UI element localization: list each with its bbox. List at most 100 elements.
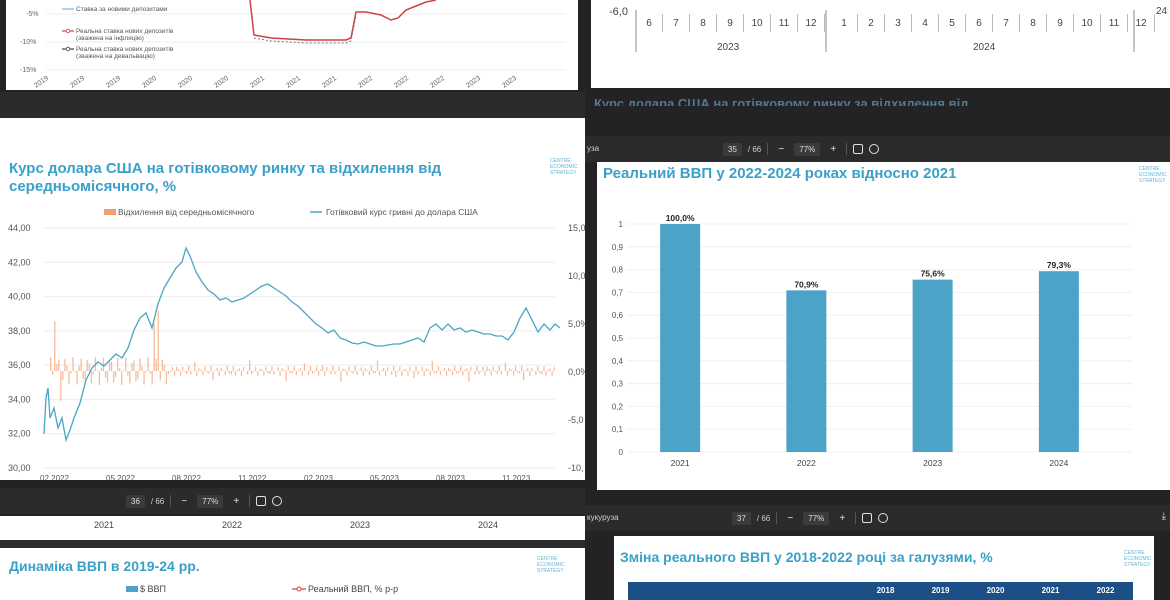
- deviation-bar: [100, 367, 103, 371]
- deviation-bar: [283, 369, 285, 371]
- y-tick: 44,00: [8, 223, 31, 233]
- deviation-bar: [468, 371, 470, 382]
- deviation-bar: [356, 371, 358, 375]
- y-tick: 0,5: [612, 334, 624, 343]
- deviation-bar: [553, 366, 555, 371]
- deviation-bar: [460, 366, 462, 371]
- deviation-bar: [50, 357, 52, 371]
- deviation-bar: [188, 366, 190, 371]
- zoom-out-button[interactable]: −: [787, 512, 794, 524]
- deviation-bar: [447, 367, 450, 371]
- deviation-bar: [454, 366, 456, 371]
- rotate-icon[interactable]: [272, 496, 283, 506]
- zoom-level[interactable]: 77%: [794, 142, 821, 156]
- deviation-bar: [90, 371, 92, 384]
- deviation-bar: [179, 371, 182, 376]
- page-total: / 66: [747, 144, 762, 154]
- zoom-level[interactable]: 77%: [803, 511, 830, 525]
- deviation-bar: [500, 371, 502, 375]
- month-label: 9: [1057, 18, 1063, 29]
- deviation-bar: [551, 371, 553, 376]
- y-tick: 0,8: [612, 266, 624, 275]
- deviation-bar: [350, 371, 352, 373]
- x-axis-ticks: 2019 2019 2019 2020 2020 2020 2021 2021 2021 2022…: [33, 75, 518, 90]
- data-label: 70,9%: [794, 279, 819, 289]
- deviation-bar: [255, 366, 257, 371]
- deviation-bar: [523, 371, 525, 381]
- rotate-icon[interactable]: [878, 513, 889, 523]
- logo: CENTRE ECONOMIC STRATEGY: [537, 556, 565, 574]
- deviation-bar: [123, 370, 125, 371]
- fit-page-icon[interactable]: [853, 144, 864, 154]
- deviation-bar: [58, 359, 60, 371]
- deviation-bar: [68, 371, 70, 385]
- page-number-input[interactable]: 37: [732, 511, 751, 525]
- x-tick: 08.2023: [436, 474, 465, 480]
- table-column-header: 2018: [876, 586, 895, 595]
- deviation-bar: [86, 360, 88, 371]
- slide-deposit-rates: -5% -10% -15% Ставка за новими депозитам…: [6, 0, 578, 90]
- y-tick: 36,00: [8, 360, 31, 370]
- page-number-input[interactable]: 35: [723, 142, 742, 156]
- y-tick: 30,00: [8, 463, 31, 473]
- download-icon[interactable]: ⤓: [1161, 511, 1166, 522]
- deviation-bar: [206, 371, 208, 373]
- deviation-bar: [143, 371, 145, 385]
- legend-item: Реальна ставка нових депозитів: [76, 27, 174, 35]
- x-tick: 2019: [105, 75, 122, 90]
- deviation-bar: [54, 321, 56, 371]
- zoom-out-button[interactable]: −: [778, 143, 785, 155]
- deviation-bar: [208, 371, 210, 374]
- y-tick-right: 15,0: [568, 223, 585, 233]
- legend-line: Реальний ВВП, % р-р: [308, 584, 398, 594]
- deviation-bar: [240, 371, 243, 376]
- deviation-bar: [224, 371, 226, 376]
- y-tick: 0,3: [612, 380, 624, 389]
- deviation-bar: [384, 371, 387, 376]
- deposit-rates-chart: -5% -10% -15% Ставка за новими депозитам…: [20, 0, 566, 90]
- x-tick: 2023: [465, 75, 482, 90]
- legend-swatch-bar: [104, 209, 116, 215]
- year-label-edge: 24: [1156, 6, 1168, 17]
- deviation-bar: [421, 367, 423, 371]
- deviation-bar: [415, 366, 417, 371]
- deviation-bar: [78, 365, 80, 371]
- deviation-bar: [547, 369, 549, 371]
- rotate-icon[interactable]: [869, 144, 880, 154]
- deviation-bar: [62, 371, 64, 380]
- faded-slide-title: Курс долара США на готівковому ринку за …: [594, 96, 969, 106]
- slide-title: Реальний ВВП у 2022-2024 роках відносно …: [603, 165, 957, 182]
- zoom-in-button[interactable]: +: [830, 143, 837, 155]
- deviation-bar: [474, 371, 476, 375]
- deviation-bar: [151, 371, 153, 385]
- deviation-bar: [133, 360, 135, 371]
- fit-page-icon[interactable]: [862, 513, 873, 523]
- fit-page-icon[interactable]: [256, 496, 267, 506]
- zoom-in-button[interactable]: +: [233, 495, 240, 507]
- page-number-input[interactable]: 36: [126, 494, 145, 508]
- y-axis-value: -6,0: [609, 6, 628, 18]
- deviation-bar: [210, 366, 212, 371]
- zoom-level[interactable]: 77%: [197, 494, 224, 508]
- deviation-bar: [380, 369, 383, 371]
- zoom-in-button[interactable]: +: [839, 512, 846, 524]
- deviation-bar: [82, 371, 84, 380]
- zoom-out-button[interactable]: −: [181, 495, 188, 507]
- page-total: / 66: [756, 513, 771, 523]
- deviation-bar: [498, 366, 500, 371]
- x-tick: 02.2023: [304, 474, 333, 480]
- deviation-bar: [157, 311, 159, 371]
- deviation-bar: [295, 371, 297, 376]
- deviation-bar: [153, 323, 155, 371]
- deviation-bar: [315, 366, 318, 371]
- deviation-bar: [531, 367, 533, 371]
- slide-month-axis: -6,0 6 7 8 9 10 11 12 1 2 3 4 5 6 7 8 9 10 11 12 2023 2024…: [591, 0, 1170, 88]
- deviation-bar: [492, 366, 494, 371]
- deviation-bar: [346, 371, 348, 376]
- deviation-bar: [407, 371, 409, 376]
- deviation-bar: [368, 371, 371, 376]
- pdf-toolbar-37: кукуруза 37 / 66 − 77% + ⤓: [585, 505, 1170, 531]
- deviation-bar: [277, 367, 279, 371]
- deviation-bar: [181, 366, 184, 371]
- deviation-bar: [139, 358, 141, 371]
